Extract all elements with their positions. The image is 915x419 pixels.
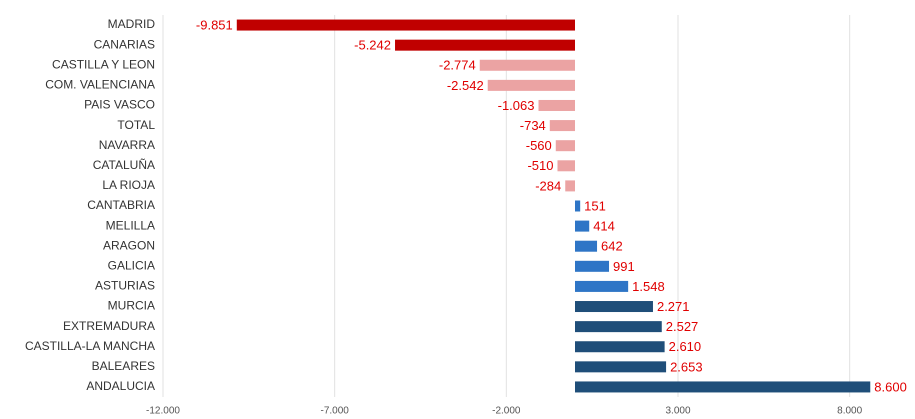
value-label: -5.242 [354, 38, 391, 53]
y-tick-label: NAVARRA [99, 138, 155, 152]
bar [395, 39, 575, 51]
value-label: -560 [526, 138, 552, 153]
y-tick-label: BALEARES [92, 359, 155, 373]
bar [575, 200, 581, 212]
bar [557, 160, 575, 172]
bar [538, 99, 575, 111]
bar [555, 140, 575, 152]
bar [479, 59, 575, 71]
value-label: -1.063 [498, 98, 535, 113]
y-tick-label: MURCIA [108, 299, 155, 313]
value-label: 642 [601, 239, 623, 254]
y-tick-label: ASTURIAS [95, 279, 155, 293]
y-tick-label: EXTREMADURA [63, 319, 155, 333]
y-tick-label: GALICIA [108, 258, 155, 272]
value-label: -2.542 [447, 78, 484, 93]
y-tick-label: ARAGON [103, 238, 155, 252]
y-tick-label: PAIS VASCO [84, 98, 155, 112]
bar [575, 381, 871, 393]
y-tick-label: CANARIAS [94, 37, 155, 51]
value-label: 2.527 [666, 319, 699, 334]
bar [575, 260, 610, 272]
y-tick-label: LA RIOJA [102, 178, 155, 192]
x-tick-label: 8.000 [837, 406, 862, 417]
y-tick-label: CATALUÑA [93, 158, 155, 172]
y-tick-label: CASTILLA-LA MANCHA [25, 339, 155, 353]
bar [575, 220, 590, 232]
bar [575, 301, 653, 313]
y-tick-label: ANDALUCIA [86, 379, 155, 393]
value-label: 2.610 [669, 339, 702, 354]
bar [549, 120, 575, 132]
value-label: 414 [593, 219, 615, 234]
value-label: 2.653 [670, 359, 703, 374]
value-label: 2.271 [657, 299, 690, 314]
x-tick-label: 3.000 [665, 406, 690, 417]
value-label: -2.774 [439, 58, 476, 73]
y-tick-label: TOTAL [117, 118, 155, 132]
value-label: 991 [613, 259, 635, 274]
bar [575, 240, 598, 252]
value-label: 8.600 [874, 379, 907, 394]
y-tick-label: MELILLA [106, 218, 155, 232]
value-label: -9.851 [196, 17, 233, 32]
y-tick-label: COM. VALENCIANA [45, 78, 155, 92]
bar [575, 361, 667, 373]
bar [487, 79, 575, 91]
bar [565, 180, 575, 192]
y-tick-label: CANTABRIA [87, 198, 155, 212]
bar [575, 280, 629, 292]
bar [236, 19, 575, 31]
value-label: 1.548 [632, 279, 665, 294]
y-tick-label: CASTILLA Y LEON [52, 57, 155, 71]
value-label: -284 [535, 178, 561, 193]
y-tick-label: MADRID [108, 17, 156, 31]
x-tick-label: -2.000 [492, 406, 521, 417]
bar [575, 341, 665, 353]
value-label: -510 [527, 158, 553, 173]
bar [575, 321, 662, 333]
value-label: -734 [520, 118, 546, 133]
value-label: 151 [584, 198, 606, 213]
x-tick-label: -12.000 [146, 406, 180, 417]
x-tick-label: -7.000 [320, 406, 349, 417]
